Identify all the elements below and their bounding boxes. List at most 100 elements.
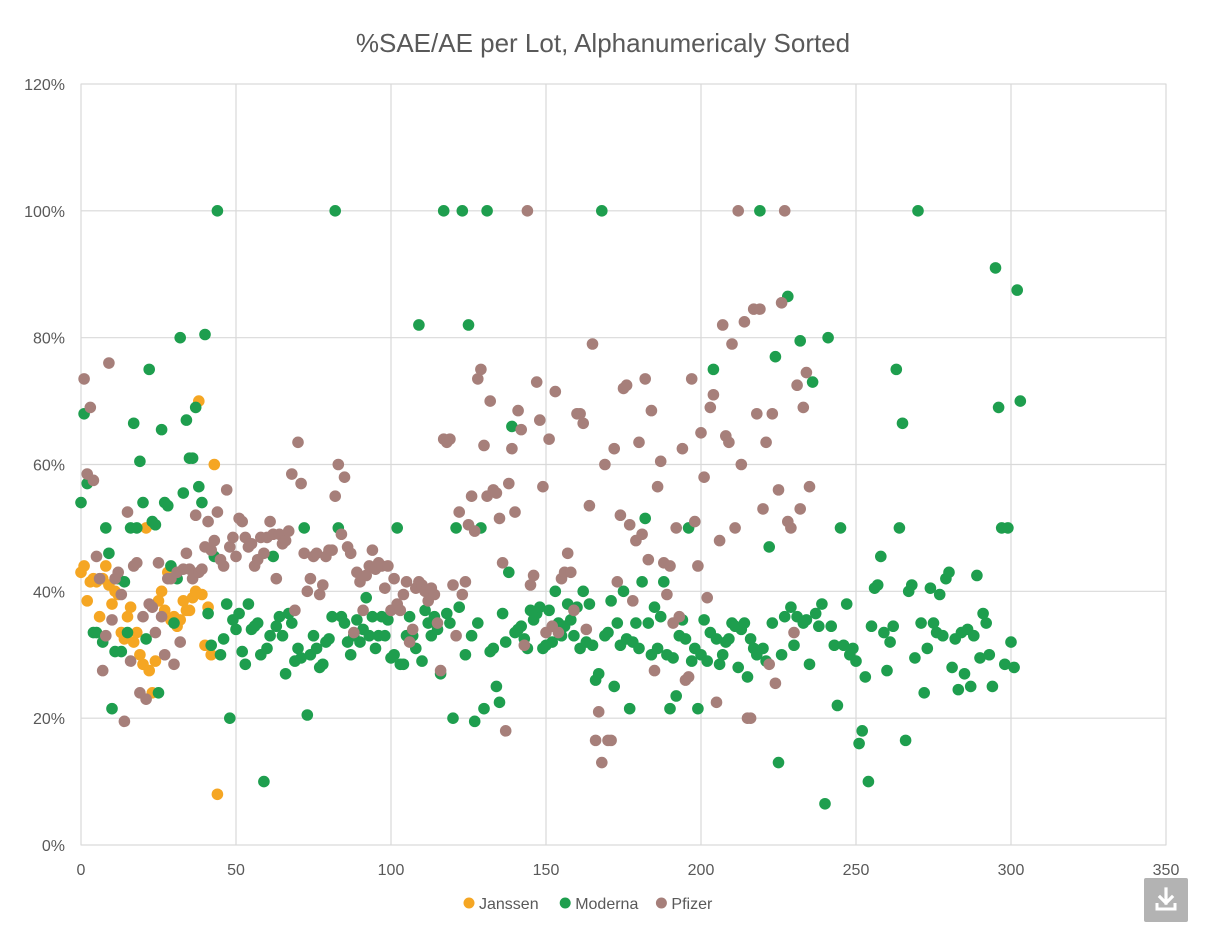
data-point-pfizer [406,623,419,636]
data-point-pfizer [205,544,217,556]
data-point-moderna [933,588,946,601]
data-point-pfizer [713,534,726,547]
data-point-pfizer [468,525,481,537]
data-point-pfizer [298,547,311,560]
data-point-moderna [822,331,834,344]
data-point-pfizer [84,401,97,414]
data-point-pfizer [543,433,555,445]
data-point-moderna [465,629,478,642]
y-tick-label: 100% [24,204,65,221]
data-point-pfizer [490,487,503,499]
data-point-moderna [1008,661,1020,674]
data-point-pfizer [574,407,586,420]
data-point-pfizer [698,471,710,483]
data-point-moderna [837,639,850,652]
data-point-pfizer [785,522,797,534]
data-point-janssen [124,601,137,613]
data-point-pfizer [512,404,524,417]
data-point-moderna [816,598,828,610]
data-point-moderna [658,576,670,588]
data-point-pfizer [580,623,593,636]
data-point-moderna [444,617,456,629]
data-point-moderna [639,512,651,525]
data-point-moderna [168,617,180,629]
data-point-moderna [276,629,289,642]
data-point-pfizer [515,423,527,436]
data-point-pfizer [348,626,360,639]
data-point-pfizer [521,205,534,217]
data-point-janssen [155,585,168,598]
x-tick-label: 300 [998,862,1025,879]
data-point-moderna [785,601,797,613]
data-point-janssen [196,588,208,601]
data-point-moderna [217,633,230,645]
data-point-moderna [437,205,450,217]
data-point-moderna [909,652,921,664]
data-point-moderna [813,620,825,633]
data-point-moderna [803,658,816,671]
y-tick-label: 0% [42,838,65,855]
data-point-moderna [884,636,896,648]
data-point-pfizer [778,205,791,217]
legend-item-janssen: Janssen [463,896,539,913]
data-point-moderna [865,620,878,633]
legend-marker [655,897,667,909]
data-point-moderna [493,696,506,709]
data-point-pfizer [180,547,193,560]
data-point-moderna [565,614,577,626]
data-point-pfizer [664,560,676,572]
data-point-pfizer [174,636,186,648]
data-point-pfizer [189,509,202,522]
data-point-moderna [453,601,466,613]
x-tick-label: 100 [378,862,405,879]
data-point-pfizer [270,572,283,585]
data-point-pfizer [766,407,779,420]
data-point-moderna [506,420,518,433]
data-point-pfizer [651,480,664,493]
data-point-pfizer [310,547,323,560]
data-point-moderna [586,639,599,652]
data-point-janssen [211,788,224,801]
y-tick-label: 40% [33,584,65,601]
data-point-pfizer [794,503,806,515]
data-point-moderna [946,661,958,674]
data-point-janssen [78,560,90,572]
series-janssen [75,395,224,801]
data-point-moderna [363,629,376,642]
data-point-pfizer [583,499,596,512]
data-point-moderna [391,522,404,534]
data-point-moderna [186,452,199,464]
data-point-moderna [189,401,202,414]
download-button[interactable] [1144,878,1188,922]
data-point-moderna [279,667,292,680]
data-point-moderna [809,607,822,620]
data-point-moderna [131,522,143,534]
legend-label: Janssen [479,896,539,913]
data-points [75,205,1027,810]
data-point-moderna [490,680,503,693]
data-point-pfizer [654,455,667,468]
data-point-moderna [744,633,757,645]
data-point-pfizer [503,477,515,490]
x-axis: 0 50 100 150 200 250 300 350 [77,862,1180,879]
data-point-moderna [369,642,382,655]
data-point-moderna [239,658,252,671]
data-point-pfizer [620,379,633,392]
data-point-janssen [205,648,217,661]
data-point-moderna [757,642,769,655]
data-point-moderna [602,626,614,639]
data-point-pfizer [168,658,180,671]
data-point-pfizer [332,458,345,471]
data-point-moderna [273,610,286,623]
data-point-moderna [264,629,276,642]
data-point-moderna [251,617,264,629]
data-point-pfizer [518,639,531,652]
data-point-moderna [664,702,676,715]
data-point-moderna [772,756,785,769]
data-point-pfizer [710,696,723,709]
data-point-pfizer [475,363,487,376]
data-point-pfizer [351,566,363,579]
data-point-pfizer [394,604,407,617]
data-point-pfizer [549,385,562,398]
data-point-pfizer [196,563,208,575]
